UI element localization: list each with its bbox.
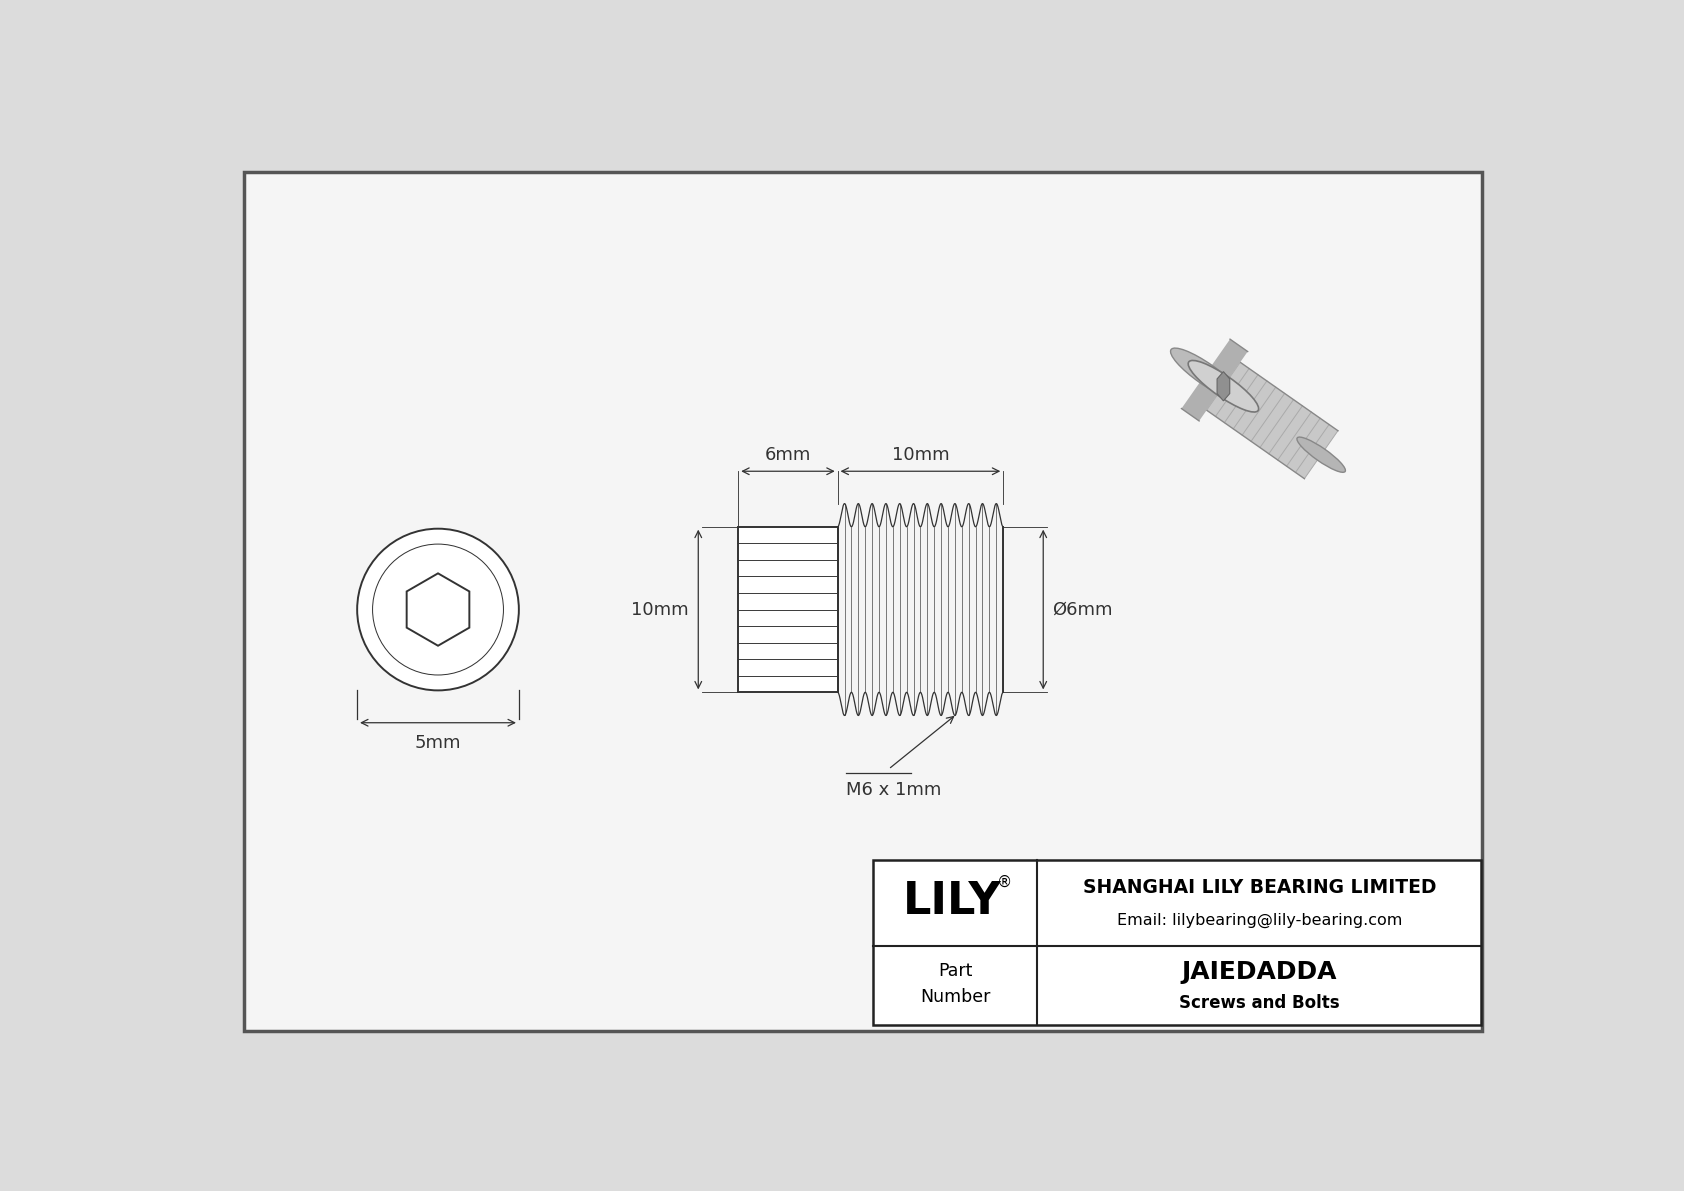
Bar — [738, 526, 837, 692]
Circle shape — [357, 529, 519, 691]
Polygon shape — [1218, 372, 1229, 401]
Polygon shape — [1207, 362, 1339, 479]
Text: Part
Number: Part Number — [919, 962, 990, 1006]
Text: 5mm: 5mm — [414, 735, 461, 753]
Text: Ø6mm: Ø6mm — [1052, 600, 1113, 618]
Text: JAIEDADDA: JAIEDADDA — [1182, 960, 1337, 984]
Ellipse shape — [1297, 437, 1346, 473]
Text: Screws and Bolts: Screws and Bolts — [1179, 994, 1340, 1012]
Text: Email: lilybearing@lily-bearing.com: Email: lilybearing@lily-bearing.com — [1116, 912, 1403, 928]
Text: ®: ® — [997, 874, 1012, 890]
Polygon shape — [406, 573, 470, 646]
Text: LILY: LILY — [903, 880, 1002, 923]
Text: 10mm: 10mm — [632, 600, 689, 618]
Polygon shape — [1182, 339, 1248, 420]
Text: M6 x 1mm: M6 x 1mm — [845, 781, 941, 799]
Text: 10mm: 10mm — [891, 445, 950, 463]
Text: 6mm: 6mm — [765, 445, 812, 463]
Bar — [872, 860, 1482, 1025]
Ellipse shape — [1170, 348, 1241, 400]
Circle shape — [372, 544, 504, 675]
Text: SHANGHAI LILY BEARING LIMITED: SHANGHAI LILY BEARING LIMITED — [1083, 878, 1436, 897]
Ellipse shape — [1189, 361, 1258, 412]
